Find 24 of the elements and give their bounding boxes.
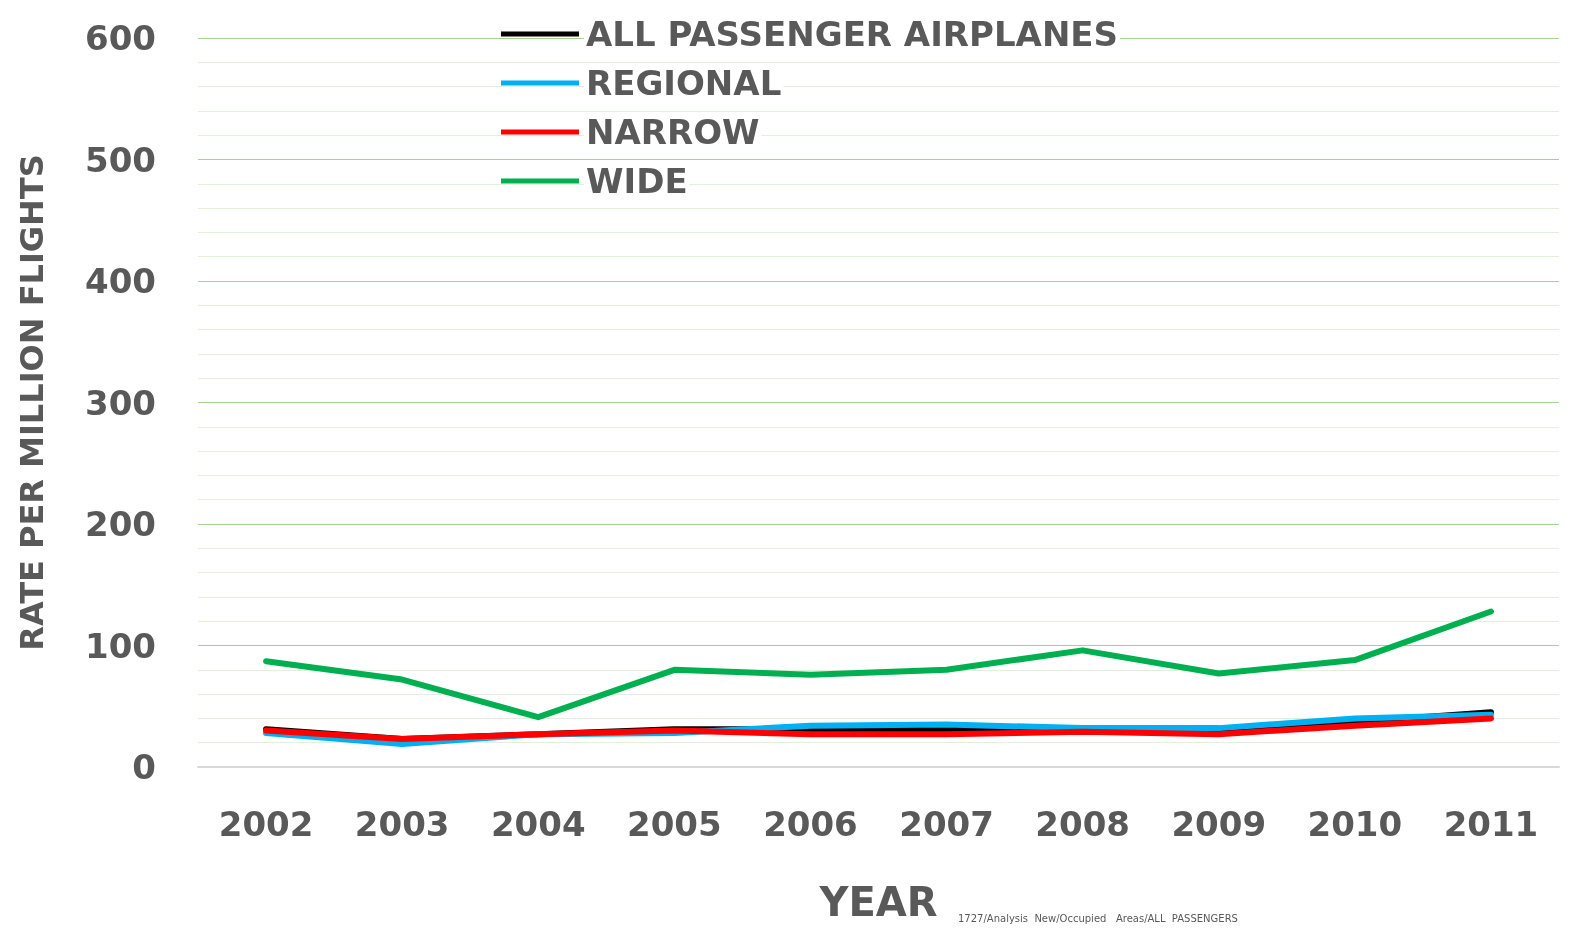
legend-label: WIDE (586, 161, 688, 201)
y-tick-label: 600 (85, 18, 156, 58)
y-tick-label: 100 (85, 625, 156, 666)
x-tick-label: 2003 (354, 804, 450, 844)
x-tick-label: 2006 (763, 804, 858, 844)
text: 1727/Analysis New/Occupied Areas/ALL PASSENGERS (958, 912, 1238, 924)
y-tick-label: 500 (85, 139, 156, 180)
x-tick-label: 2008 (1035, 804, 1130, 844)
x-tick-label: 2007 (899, 804, 994, 844)
x-tick-label: 2005 (627, 804, 722, 844)
y-axis-title: RATE PER MILLION FLIGHTS (13, 154, 51, 651)
y-tick-label: 200 (85, 504, 156, 544)
y-tick-label: 400 (85, 261, 156, 301)
legend-label: ALL PASSENGER AIRPLANES (586, 14, 1119, 54)
x-tick-label: 2011 (1443, 804, 1539, 844)
x-axis-title: YEAR (818, 879, 938, 925)
y-tick-label: 0 (132, 747, 156, 787)
x-tick-label: 2004 (490, 804, 586, 844)
legend-label: NARROW (586, 112, 760, 152)
y-tick-label: 300 (85, 382, 156, 423)
x-tick-label: 2002 (218, 804, 314, 844)
legend-label: REGIONAL (586, 63, 782, 103)
x-tick-label: 2010 (1307, 804, 1403, 844)
x-tick-label: 2009 (1171, 804, 1267, 844)
